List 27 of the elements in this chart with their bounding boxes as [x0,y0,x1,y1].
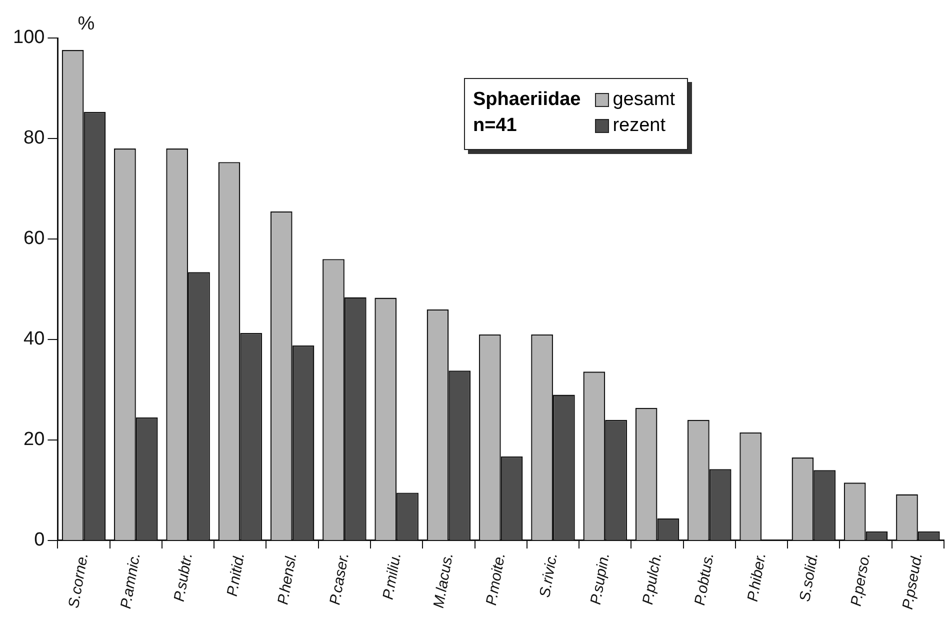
x-tick-label: S.rivic. [536,552,562,599]
legend-label: rezent [612,114,666,138]
x-tick-label: P.miliu. [380,552,405,601]
x-tick-label: P.caser. [326,552,352,606]
y-tick-label: 60 [24,228,45,250]
x-tick-label: S.solid. [796,552,822,603]
y-tick-label: 40 [24,328,45,350]
x-tick-label: P.perso. [848,552,874,608]
x-tick-label: P.hiber. [744,552,770,603]
y-tick-label: 20 [24,429,45,450]
x-tick-label: P.moite. [482,552,509,607]
x-tick-label: P.hensl. [274,552,300,606]
y-tick-label: 80 [24,128,45,149]
x-tick-label: P.nitid. [224,552,248,598]
x-tick-label: P.obtus. [691,552,718,607]
legend-title: Sphaeriidae n=41 [473,88,581,138]
y-tick-label: 0 [34,530,45,551]
x-tick-label: P.supin. [587,552,614,606]
x-tick-label: M.lacus. [430,552,457,610]
y-tick-label: 100 [13,27,45,48]
y-axis-title: % [78,14,95,35]
x-tick-label: P.pulch. [639,552,666,606]
x-tick-label: P.subtr. [170,552,196,603]
legend-label: gesamt [612,88,676,112]
x-tick-label: P.amnic. [117,552,144,610]
x-tick-label: P.pseud. [899,552,926,611]
x-tick-label: S.corne. [65,552,92,610]
